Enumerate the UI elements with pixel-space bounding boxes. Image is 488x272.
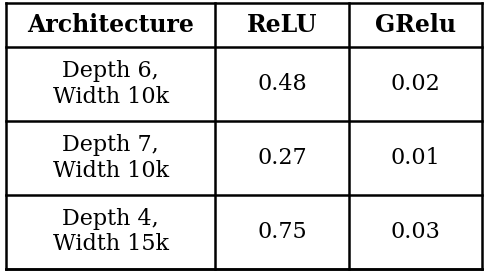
Text: 0.75: 0.75 — [257, 221, 307, 243]
Text: 0.27: 0.27 — [257, 147, 307, 169]
Text: Architecture: Architecture — [27, 13, 194, 37]
Text: Depth 7,
Width 10k: Depth 7, Width 10k — [53, 134, 169, 182]
Text: 0.02: 0.02 — [390, 73, 440, 95]
Text: 0.01: 0.01 — [390, 147, 440, 169]
Text: 0.03: 0.03 — [390, 221, 440, 243]
Text: 0.48: 0.48 — [257, 73, 307, 95]
Text: Depth 6,
Width 10k: Depth 6, Width 10k — [53, 60, 169, 108]
Text: Depth 4,
Width 15k: Depth 4, Width 15k — [53, 208, 169, 255]
Text: ReLU: ReLU — [247, 13, 317, 37]
Text: GRelu: GRelu — [375, 13, 456, 37]
